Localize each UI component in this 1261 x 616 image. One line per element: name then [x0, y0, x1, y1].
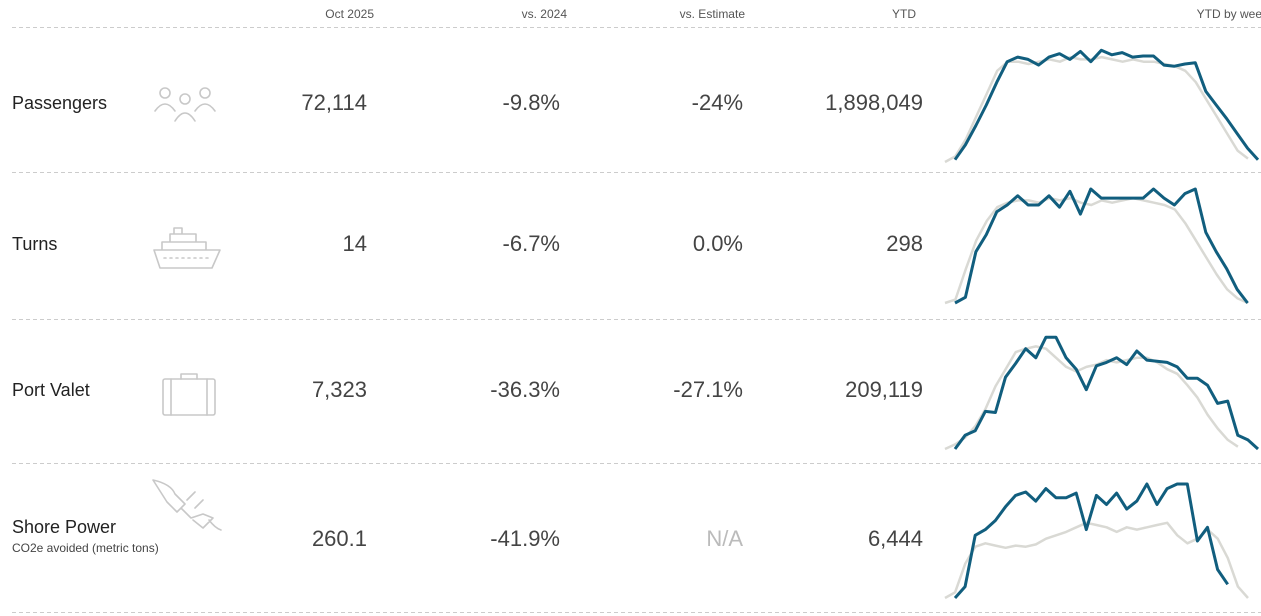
cell-value: -27.1% — [673, 377, 743, 402]
cell-value: 14 — [343, 231, 367, 256]
column-header: vs. 2024 — [522, 7, 568, 21]
suitcase-icon — [162, 373, 216, 416]
sparkline — [953, 48, 1260, 161]
sparkline — [953, 335, 1260, 451]
cell-value: N/A — [706, 526, 743, 551]
sparkline — [944, 55, 1249, 164]
cell-value: 298 — [886, 231, 923, 256]
cell-value: 6,444 — [868, 526, 923, 551]
cell-value: -9.8% — [503, 90, 560, 115]
column-header: YTD — [892, 7, 916, 21]
cell-value: -41.9% — [490, 526, 560, 551]
cell-value: -36.3% — [490, 377, 560, 402]
ship-icon — [153, 227, 221, 269]
sparkline — [944, 345, 1239, 451]
column-header: vs. Estimate — [680, 7, 746, 21]
row-subtitle: CO2e avoided (metric tons) — [12, 541, 159, 555]
row-label: Port Valet — [12, 380, 90, 400]
plug-icon — [152, 479, 222, 531]
sparkline — [954, 187, 1249, 305]
cell-value: 1,898,049 — [825, 90, 923, 115]
cell-value: 0.0% — [693, 231, 743, 256]
cell-value: -24% — [692, 90, 743, 115]
cell-value: 260.1 — [312, 526, 367, 551]
sparkline — [944, 196, 1249, 305]
cell-value: -6.7% — [503, 231, 560, 256]
cell-value: 209,119 — [845, 377, 923, 402]
row-label: Turns — [12, 234, 57, 254]
people-icon — [154, 87, 216, 122]
row-label: Shore Power — [12, 517, 116, 537]
column-header: Oct 2025 — [325, 7, 374, 21]
cell-value: 72,114 — [301, 90, 367, 115]
sparkline — [953, 482, 1229, 599]
row-label: Passengers — [12, 93, 107, 113]
column-header: YTD by week — [1197, 7, 1261, 21]
cell-value: 7,323 — [312, 377, 367, 402]
